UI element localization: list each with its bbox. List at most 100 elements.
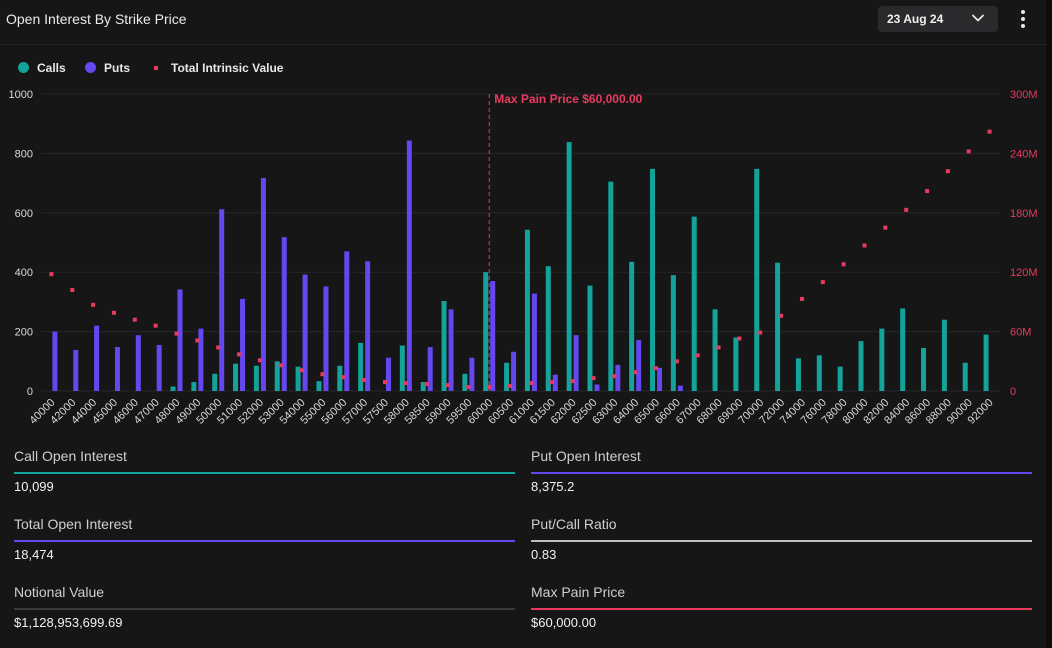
calls-bar [316,381,322,391]
calls-bar [337,365,343,391]
more-options-icon[interactable] [1014,8,1032,30]
y2-tick-label: 60M [1010,327,1031,339]
calls-bar [670,275,676,391]
calls-bar [983,334,989,391]
calls-bar [712,309,718,391]
puts-bar [302,274,308,391]
puts-bar [260,178,266,391]
puts-bar [73,350,79,391]
intrinsic-point [508,384,513,389]
calls-bar [441,301,447,391]
intrinsic-point [591,376,596,381]
puts-bar [594,384,600,391]
intrinsic-point [174,331,179,336]
intrinsic-point [91,302,96,307]
puts-bar [531,293,537,391]
metric-value: 8,375.2 [531,479,575,494]
calls-bar [795,358,801,391]
intrinsic-point [487,385,492,390]
calls-bar [629,261,635,391]
y-tick-label: 200 [15,327,33,339]
metric-put-call-ratio: Put/Call Ratio 0.83 [531,516,1032,574]
intrinsic-point [153,323,158,328]
puts-bar [135,335,141,391]
puts-bar [385,357,391,391]
metric-value: 10,099 [14,479,54,494]
metric-value: 0.83 [531,547,557,562]
calls-dot-icon [18,62,29,73]
calls-bar [879,328,885,391]
page-edge [1046,0,1052,648]
intrinsic-point [695,353,700,358]
metric-underline [531,472,1032,474]
calls-bar [587,285,593,391]
metric-label: Put Open Interest [531,448,641,464]
legend-label-calls: Calls [37,61,66,75]
puts-dot-icon [85,62,96,73]
intrinsic-point [320,372,325,377]
puts-bar [427,347,433,391]
metric-label: Notional Value [14,584,105,600]
calls-bar [858,341,864,391]
metric-label: Max Pain Price [531,584,626,600]
chart-header: Open Interest By Strike Price 23 Aug 24 [0,0,1046,45]
calls-bar [775,262,781,391]
intrinsic-point [424,382,429,387]
puts-bar [198,328,204,391]
puts-bar [114,347,120,391]
calls-bar [253,365,259,391]
intrinsic-point [216,345,221,350]
calls-bar [399,345,405,391]
calls-bar [608,181,614,391]
calls-bar [358,342,364,391]
intrinsic-point [758,330,763,335]
metric-underline [531,540,1032,542]
y-tick-label: 600 [15,208,33,220]
puts-bar [657,367,663,391]
calls-bar [191,382,197,391]
calls-bar [900,308,906,391]
puts-bar [344,251,350,391]
intrinsic-point [132,317,137,322]
puts-bar [636,339,642,391]
metric-label: Call Open Interest [14,448,127,464]
intrinsic-point [466,385,471,390]
puts-bar [156,344,162,391]
intrinsic-point [820,280,825,285]
intrinsic-point [862,243,867,248]
calls-bar [733,337,739,391]
puts-bar [94,325,100,391]
calls-bar [170,386,176,391]
intrinsic-point [716,345,721,350]
calls-bar [837,366,843,391]
open-interest-chart: 0 200 400 600 800 1000 0 60M 120M 180M 240M 300M Max… [9,89,1038,427]
intrinsic-point [445,383,450,388]
intrinsic-point [237,352,242,357]
intrinsic-point [925,189,930,194]
intrinsic-point [737,336,742,341]
chevron-down-icon [972,14,984,22]
calls-bar [691,216,697,391]
intrinsic-point [570,379,575,384]
metric-underline [14,608,515,610]
puts-bar [573,335,579,391]
y2-tick-label: 300M [1010,89,1038,101]
date-select-value: 23 Aug 24 [887,12,944,26]
y-tick-label: 400 [15,267,33,279]
intrinsic-point [70,288,75,293]
legend-label-intrinsic: Total Intrinsic Value [171,61,284,75]
puts-bar [615,364,621,391]
intrinsic-point [987,129,992,134]
calls-bar [524,229,530,391]
metric-label: Put/Call Ratio [531,516,617,532]
page-title: Open Interest By Strike Price [6,11,187,27]
intrinsic-point [945,169,950,174]
puts-bar [323,286,329,391]
calls-bar [420,382,426,391]
intrinsic-point [841,262,846,267]
intrinsic-point [382,380,387,385]
metric-label: Total Open Interest [14,516,133,532]
date-select[interactable]: 23 Aug 24 [878,6,998,32]
puts-bar [281,237,287,391]
intrinsic-point [195,338,200,343]
